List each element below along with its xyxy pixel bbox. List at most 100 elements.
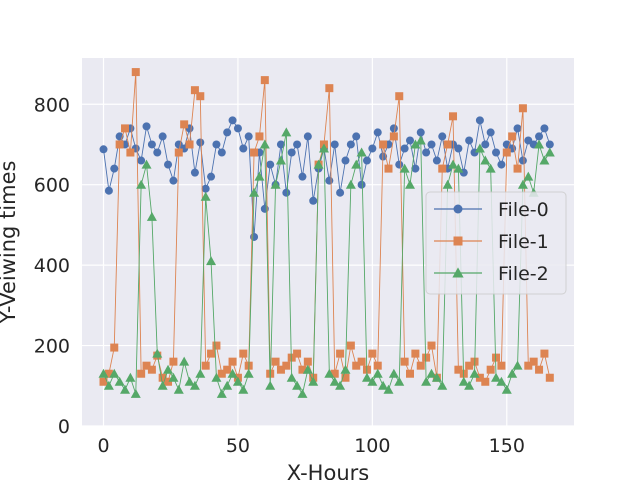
data-point [367, 376, 378, 386]
data-point [282, 188, 291, 197]
data-point [345, 179, 356, 189]
data-point [217, 369, 226, 378]
data-point [200, 191, 211, 201]
data-point [431, 372, 442, 382]
data-point [406, 369, 414, 378]
data-point [137, 156, 146, 165]
data-point [98, 368, 109, 378]
data-point [99, 145, 108, 154]
data-point [228, 357, 237, 366]
data-point [496, 376, 507, 386]
data-point [115, 140, 124, 149]
data-point [303, 132, 312, 141]
x-tick-label: 50 [226, 435, 250, 457]
data-point [308, 376, 319, 386]
data-point [131, 68, 140, 77]
data-point [352, 361, 361, 370]
data-point [309, 196, 318, 205]
data-point [502, 148, 511, 157]
data-point [368, 144, 377, 153]
series-layer [98, 68, 555, 398]
y-tick-label: 400 [34, 255, 70, 277]
data-point [212, 140, 221, 149]
data-point [158, 132, 167, 141]
data-point [384, 164, 393, 173]
data-point [442, 179, 453, 189]
data-point [507, 368, 518, 378]
data-point [298, 365, 307, 374]
data-point [121, 124, 130, 133]
data-point [201, 361, 210, 370]
data-point [329, 376, 340, 386]
data-point [416, 361, 425, 370]
data-point [275, 155, 286, 165]
data-point [492, 148, 501, 157]
data-point [164, 160, 173, 169]
data-point [474, 143, 485, 153]
y-tick-label: 200 [34, 336, 70, 358]
data-point [336, 349, 345, 358]
data-point [400, 357, 409, 366]
data-point [469, 368, 480, 378]
data-point [324, 368, 335, 378]
tick-labels: 0 50 100 150 0 200 400 600 800 [34, 94, 525, 457]
data-point [544, 147, 555, 157]
data-point [357, 357, 366, 366]
data-point [233, 124, 242, 133]
data-point [535, 365, 544, 374]
data-point [250, 232, 259, 241]
data-point [388, 368, 399, 378]
data-point [239, 144, 248, 153]
data-point [147, 140, 156, 149]
data-point [372, 368, 383, 378]
data-point [287, 148, 296, 157]
data-point [400, 144, 409, 153]
data-point [341, 156, 350, 165]
data-point [464, 380, 475, 390]
data-point [475, 373, 484, 382]
data-point [114, 376, 125, 386]
data-point [491, 372, 502, 382]
data-point [346, 140, 355, 149]
data-point [501, 384, 512, 394]
data-point [293, 140, 302, 149]
legend-marker [453, 236, 463, 246]
data-point [110, 343, 119, 352]
data-point [318, 143, 329, 153]
data-point [104, 186, 113, 195]
data-point [152, 348, 163, 358]
data-point [153, 148, 162, 157]
data-point [373, 128, 382, 137]
data-point [410, 139, 421, 149]
data-point [169, 176, 178, 185]
legend-marker [452, 267, 464, 278]
data-point [232, 376, 243, 386]
legend: File-0 File-1 File-2 [425, 191, 567, 295]
data-point [104, 369, 113, 378]
data-point [378, 380, 389, 390]
data-point [356, 147, 367, 157]
data-point [297, 388, 308, 398]
data-point [395, 160, 404, 169]
data-point [465, 361, 474, 370]
data-point [146, 211, 157, 221]
data-point [405, 179, 415, 189]
data-point [475, 116, 484, 125]
data-point [266, 160, 275, 169]
data-point [169, 357, 178, 366]
data-point [302, 364, 313, 374]
data-point [223, 128, 232, 137]
data-point [173, 384, 184, 394]
data-point [190, 168, 199, 177]
data-point [518, 104, 527, 113]
data-point [281, 127, 292, 137]
data-point [189, 380, 200, 390]
data-point [524, 361, 533, 370]
data-point [351, 159, 362, 169]
data-point [454, 144, 463, 153]
data-point [222, 380, 233, 390]
data-point [228, 116, 237, 125]
data-point [103, 380, 114, 390]
data-point [535, 132, 544, 141]
data-point [458, 376, 469, 386]
